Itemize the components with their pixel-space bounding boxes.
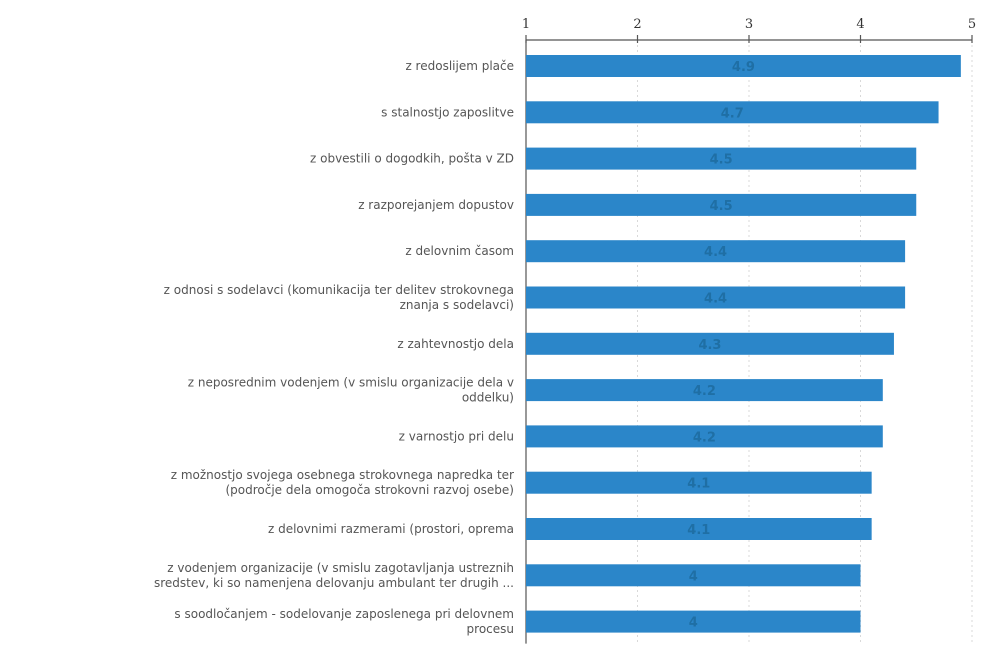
- bar: [526, 55, 961, 77]
- category-label: znanja s sodelavci): [400, 298, 514, 312]
- category-label: z možnostjo svojega osebnega strokovnega…: [171, 468, 514, 482]
- category-labels: z redoslijem plače s stalnostjo zaposlitv…: [154, 59, 514, 636]
- category-label: z zahtevnostjo dela: [397, 337, 514, 351]
- data-labels: 4.9 4.7 4.5 4.5 4.4 4.4 4.3 4.2 4.2 4.1 4.1 4 4: [687, 60, 755, 631]
- x-tick-label: 1: [522, 17, 530, 32]
- data-label: 4.2: [693, 430, 716, 445]
- category-label: z razporejanjem dopustov: [358, 198, 514, 212]
- x-tick-label: 4: [856, 17, 864, 32]
- bar: [526, 286, 906, 309]
- bar: [526, 518, 872, 540]
- data-label: 4: [689, 616, 698, 631]
- x-tick-label: 3: [745, 17, 753, 32]
- bar: [526, 564, 861, 587]
- category-label: z odnosi s sodelavci (komunikacija ter d…: [164, 283, 514, 297]
- data-label: 4.9: [732, 60, 755, 75]
- data-label: 4.1: [687, 523, 710, 538]
- x-tick-label: 5: [968, 17, 976, 32]
- bar: [526, 240, 906, 263]
- data-label: 4.2: [693, 384, 716, 399]
- data-label: 4.5: [710, 199, 733, 214]
- category-label: z redoslijem plače: [405, 59, 514, 73]
- category-label: z neposrednim vodenjem (v smislu organiz…: [188, 376, 514, 390]
- bars: [526, 55, 961, 633]
- category-label: z delovnim časom: [405, 244, 514, 258]
- category-label: s soodločanjem - sodelovanje zaposlenega…: [174, 607, 514, 621]
- category-label: z obvestili o dogodkih, pošta v ZD: [310, 152, 514, 166]
- category-label: oddelku): [462, 391, 514, 405]
- bar: [526, 193, 917, 216]
- data-label: 4.1: [687, 477, 710, 492]
- data-label: 4.5: [710, 153, 733, 168]
- data-label: 4: [689, 569, 698, 584]
- bar: [526, 610, 861, 633]
- bar: [526, 425, 883, 448]
- category-label: (področje dela omogoča strokovni razvoj …: [225, 483, 514, 497]
- category-label: z vodenjem organizacije (v smislu zagota…: [167, 561, 514, 575]
- x-tick-label: 2: [633, 17, 641, 32]
- bar: [526, 471, 872, 494]
- category-label: s stalnostjo zaposlitve: [381, 105, 514, 119]
- data-label: 4.3: [698, 338, 721, 353]
- bar: [526, 332, 894, 355]
- bar: [526, 147, 917, 170]
- category-label: z delovnimi razmerami (prostori, oprema: [268, 522, 514, 536]
- data-label: 4.7: [721, 106, 744, 121]
- category-label: z varnostjo pri delu: [399, 429, 514, 443]
- data-label: 4.4: [704, 292, 727, 307]
- category-label: procesu: [467, 622, 514, 636]
- data-label: 4.4: [704, 245, 727, 260]
- bar: [526, 379, 883, 402]
- bar: [526, 101, 939, 124]
- category-label: sredstev, ki so namenjena delovanju ambu…: [154, 576, 514, 590]
